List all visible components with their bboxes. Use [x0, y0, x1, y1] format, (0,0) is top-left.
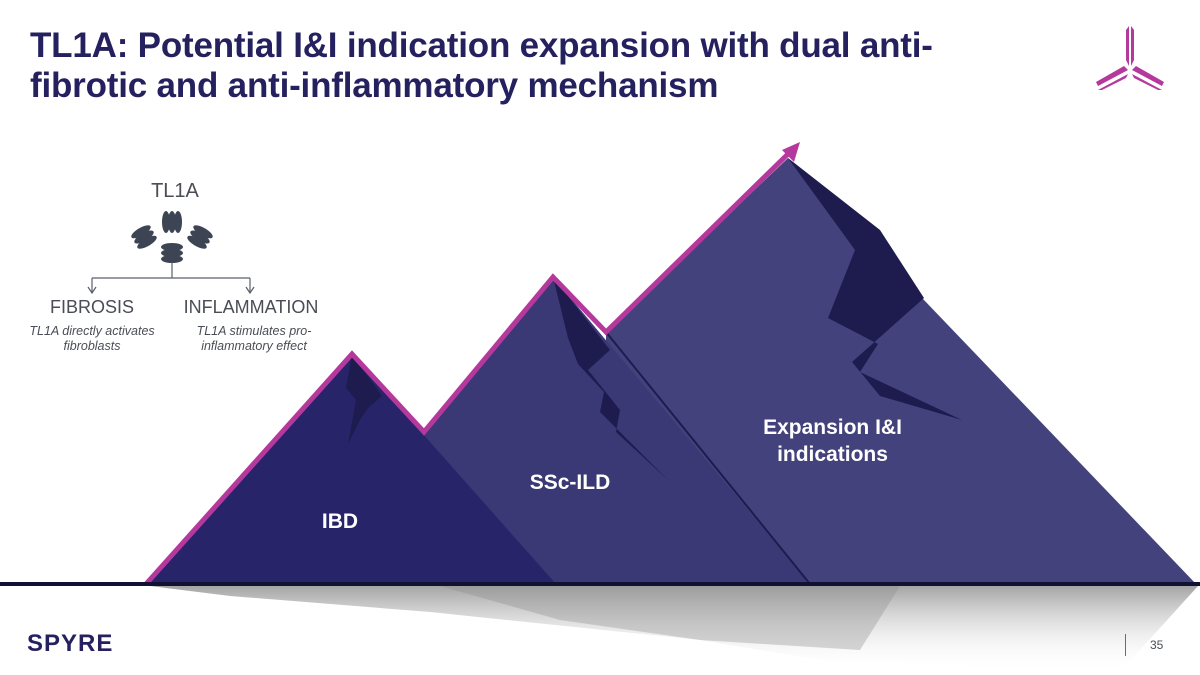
crevice-ibd	[346, 354, 382, 444]
crevice-expansion	[788, 158, 962, 420]
mountain-label-sscild-text: SSc-ILD	[529, 471, 611, 494]
tl1a-label: TL1A	[151, 180, 199, 202]
growth-arrow-line	[144, 150, 792, 586]
mountain-ibd	[146, 354, 556, 584]
mountain-label-expansion-line-2: indications	[777, 443, 888, 466]
ground-shadow	[150, 586, 1198, 672]
inflammation-description-line-1: TL1A stimulates pro-	[196, 324, 312, 338]
mountain-label-expansion-line-1: Expansion I&I	[763, 416, 902, 439]
slide-title: TL1A: Potential I&I indication expansion…	[30, 26, 1040, 106]
spyre-tri-blade-logo-icon	[1096, 26, 1164, 90]
mountain-label-expansion: Expansion I&I indications	[740, 414, 925, 468]
crevice-sscild	[553, 277, 668, 480]
page-number: 35	[1150, 638, 1164, 652]
fibrosis-description: TL1A directly activates fibroblasts	[22, 324, 162, 354]
slide-title-line-1: TL1A: Potential I&I indication expansion…	[30, 26, 933, 65]
branch-connector	[87, 262, 255, 295]
page-number-divider	[1125, 634, 1126, 656]
fibrosis-heading: FIBROSIS	[49, 297, 134, 317]
growth-arrow-head	[782, 142, 800, 162]
slide-title-line-2: fibrotic and anti-inflammatory mechanism	[30, 66, 719, 105]
trimer-protein-icon	[131, 211, 213, 263]
ground-line	[0, 582, 1200, 586]
inflammation-description-line-2: inflammatory effect	[201, 339, 307, 353]
fibrosis-description-line-2: fibroblasts	[63, 339, 121, 353]
inflammation-heading: INFLAMMATION	[183, 297, 319, 317]
inflammation-description: TL1A stimulates pro- inflammatory effect	[186, 324, 322, 354]
mountain-expansion	[606, 158, 1196, 584]
footer-brand-logo: SPYRE	[27, 630, 114, 657]
mountain-label-ibd-text: IBD	[321, 510, 359, 533]
fibrosis-description-line-1: TL1A directly activates	[29, 324, 155, 338]
mountain-label-sscild: SSc-ILD	[510, 469, 630, 496]
mountain-label-ibd: IBD	[300, 508, 380, 535]
